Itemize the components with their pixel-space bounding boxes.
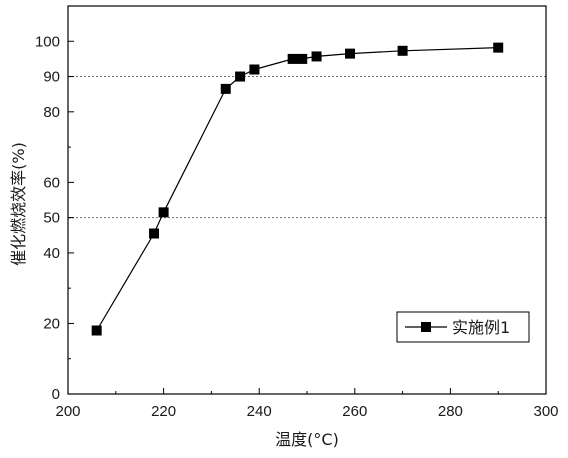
series-layer — [91, 42, 504, 336]
y-axis: 0 20 40 50 60 80 90 100 — [35, 33, 74, 403]
data-point — [297, 53, 308, 64]
y-axis-title: 催化燃烧效率(%) — [9, 142, 28, 266]
x-tick-label: 300 — [533, 403, 558, 420]
y-tick-label: 90 — [43, 69, 60, 86]
data-point — [311, 51, 322, 62]
x-tick-label: 240 — [247, 403, 272, 420]
legend-label: 实施例1 — [452, 318, 510, 337]
data-point — [158, 207, 169, 218]
data-point — [235, 71, 246, 82]
data-point — [220, 83, 231, 94]
data-point — [249, 64, 260, 75]
x-axis-title: 温度(°C) — [275, 430, 339, 449]
x-tick-label: 220 — [151, 403, 176, 420]
x-axis: 200 220 240 260 280 300 — [55, 388, 559, 420]
y-tick-label: 60 — [43, 174, 60, 191]
legend-marker — [421, 322, 431, 332]
data-point — [149, 228, 160, 239]
x-tick-label: 260 — [342, 403, 367, 420]
x-tick-label: 200 — [55, 403, 80, 420]
y-tick-label: 100 — [35, 33, 60, 50]
y-tick-label: 50 — [43, 210, 60, 227]
y-tick-label: 40 — [43, 245, 60, 262]
y-tick-label: 20 — [43, 315, 60, 332]
data-point — [287, 53, 298, 64]
data-point — [397, 45, 408, 56]
legend: 实施例1 — [396, 311, 530, 343]
y-tick-label: 0 — [52, 386, 60, 403]
data-point — [493, 42, 504, 53]
data-point — [345, 48, 356, 59]
x-tick-label: 280 — [438, 403, 463, 420]
y-tick-label: 80 — [43, 104, 60, 121]
data-point — [91, 325, 102, 336]
